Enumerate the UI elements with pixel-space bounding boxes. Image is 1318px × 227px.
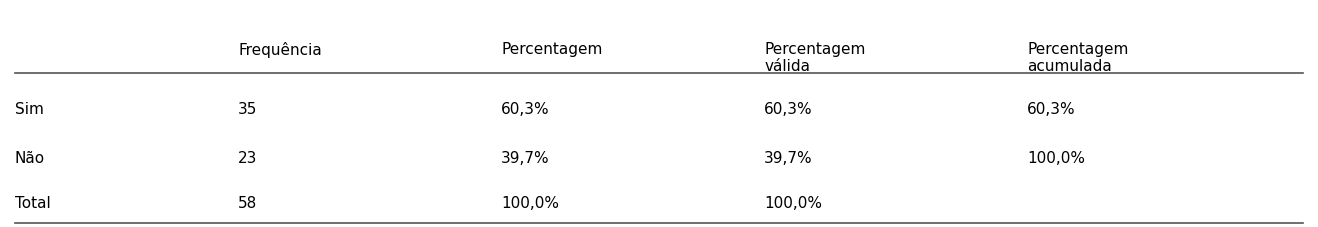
Text: 60,3%: 60,3% — [1027, 101, 1075, 116]
Text: Não: Não — [14, 151, 45, 166]
Text: 100,0%: 100,0% — [764, 196, 822, 211]
Text: 23: 23 — [239, 151, 257, 166]
Text: Sim: Sim — [14, 101, 43, 116]
Text: Percentagem
acumulada: Percentagem acumulada — [1027, 42, 1128, 74]
Text: Frequência: Frequência — [239, 42, 322, 58]
Text: 35: 35 — [239, 101, 257, 116]
Text: 39,7%: 39,7% — [764, 151, 813, 166]
Text: 58: 58 — [239, 196, 257, 211]
Text: 60,3%: 60,3% — [501, 101, 550, 116]
Text: 100,0%: 100,0% — [501, 196, 559, 211]
Text: 100,0%: 100,0% — [1027, 151, 1085, 166]
Text: Total: Total — [14, 196, 50, 211]
Text: Percentagem: Percentagem — [501, 42, 602, 57]
Text: 39,7%: 39,7% — [501, 151, 550, 166]
Text: 60,3%: 60,3% — [764, 101, 813, 116]
Text: Percentagem
válida: Percentagem válida — [764, 42, 866, 74]
